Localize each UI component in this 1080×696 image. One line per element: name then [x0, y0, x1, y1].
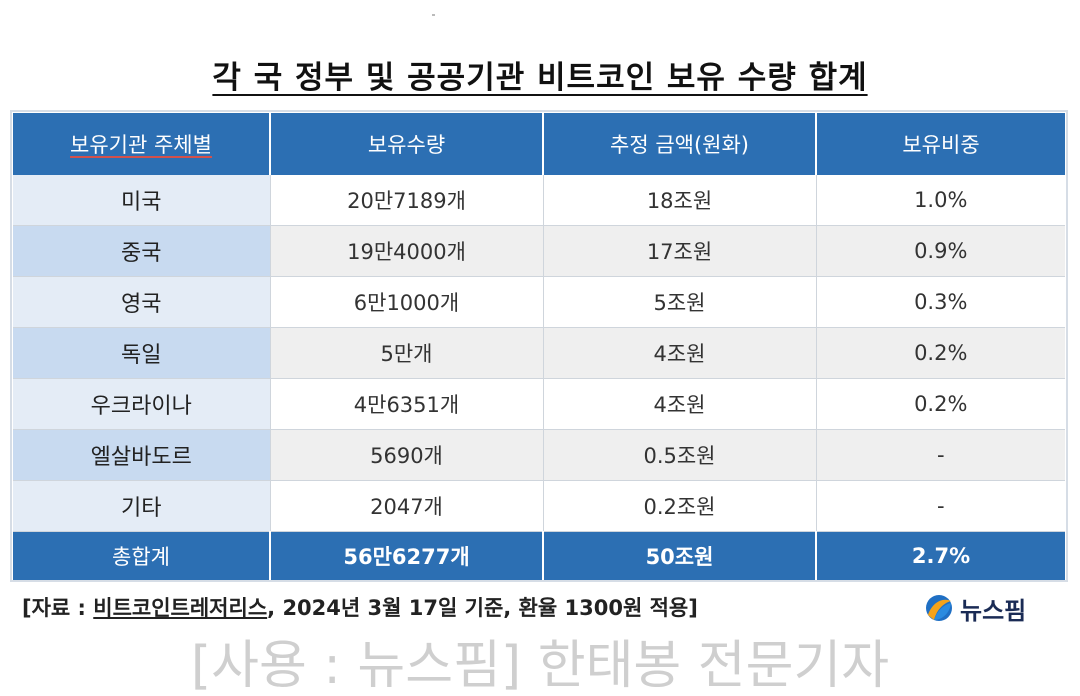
image-caption: [사용 : 뉴스핌] 한태봉 전문기자: [190, 636, 890, 696]
row-name: 영국: [13, 276, 271, 328]
row-share: 0.9%: [816, 225, 1065, 277]
row-name: 기타: [13, 480, 271, 532]
row-amount: 4조원: [543, 327, 817, 379]
table-row: 영국 6만1000개 5조원 0.3%: [13, 276, 1065, 328]
logo-text: 뉴스핌: [960, 596, 1027, 625]
newspim-logo-icon: [926, 595, 952, 621]
table-row: 중국 19만4000개 17조원 0.9%: [13, 225, 1065, 277]
source-suffix: , 2024년 3월 17일 기준, 환율 1300원 적용]: [267, 596, 698, 620]
row-quantity: 5690개: [270, 429, 544, 481]
page-title: 각 국 정부 및 공공기관 비트코인 보유 수량 합계: [212, 60, 868, 96]
row-quantity: 20만7189개: [270, 175, 544, 226]
row-amount: 4조원: [543, 378, 817, 430]
total-row: 총합계 56만6277개 50조원 2.7%: [13, 531, 1065, 580]
holdings-table: 보유기관 주체별 보유수량 추정 금액(원화) 보유비중 미국 20만7189개…: [13, 113, 1065, 580]
holdings-table-frame: 보유기관 주체별 보유수량 추정 금액(원화) 보유비중 미국 20만7189개…: [10, 110, 1068, 582]
row-quantity: 5만개: [270, 327, 544, 379]
source-name: 비트코인트레저리스: [93, 596, 268, 620]
row-amount: 0.2조원: [543, 480, 817, 532]
row-name: 미국: [13, 175, 271, 226]
row-share: -: [816, 429, 1065, 481]
row-amount: 17조원: [543, 225, 817, 277]
row-share: 1.0%: [816, 175, 1065, 226]
row-share: 0.2%: [816, 327, 1065, 379]
row-share: 0.3%: [816, 276, 1065, 328]
row-amount: 0.5조원: [543, 429, 817, 481]
table-header-row: 보유기관 주체별 보유수량 추정 금액(원화) 보유비중: [13, 113, 1065, 175]
row-name: 중국: [13, 225, 271, 277]
source-note: [자료 : 비트코인트레저리스, 2024년 3월 17일 기준, 환율 130…: [22, 592, 922, 622]
table-row: 미국 20만7189개 18조원 1.0%: [13, 175, 1065, 226]
row-quantity: 2047개: [270, 480, 544, 532]
row-quantity: 6만1000개: [270, 276, 544, 328]
source-prefix: [자료 :: [22, 596, 94, 620]
total-quantity: 56만6277개: [270, 531, 544, 580]
table-row: 엘살바도르 5690개 0.5조원 -: [13, 429, 1065, 481]
speck: [432, 14, 435, 16]
total-share: 2.7%: [816, 531, 1065, 580]
row-share: 0.2%: [816, 378, 1065, 430]
header-quantity: 보유수량: [270, 113, 544, 175]
row-quantity: 4만6351개: [270, 378, 544, 430]
row-amount: 5조원: [543, 276, 817, 328]
row-name: 엘살바도르: [13, 429, 271, 481]
row-quantity: 19만4000개: [270, 225, 544, 277]
row-name: 독일: [13, 327, 271, 379]
header-holder: 보유기관 주체별: [13, 113, 271, 175]
table-row: 우크라이나 4만6351개 4조원 0.2%: [13, 378, 1065, 430]
row-share: -: [816, 480, 1065, 532]
total-name: 총합계: [13, 531, 271, 580]
newspim-logo: 뉴스핌: [924, 591, 1026, 625]
header-amount: 추정 금액(원화): [543, 113, 817, 175]
row-amount: 18조원: [543, 175, 817, 226]
header-share: 보유비중: [816, 113, 1065, 175]
row-name: 우크라이나: [13, 378, 271, 430]
table-row: 독일 5만개 4조원 0.2%: [13, 327, 1065, 379]
table-row: 기타 2047개 0.2조원 -: [13, 480, 1065, 532]
total-amount: 50조원: [543, 531, 817, 580]
